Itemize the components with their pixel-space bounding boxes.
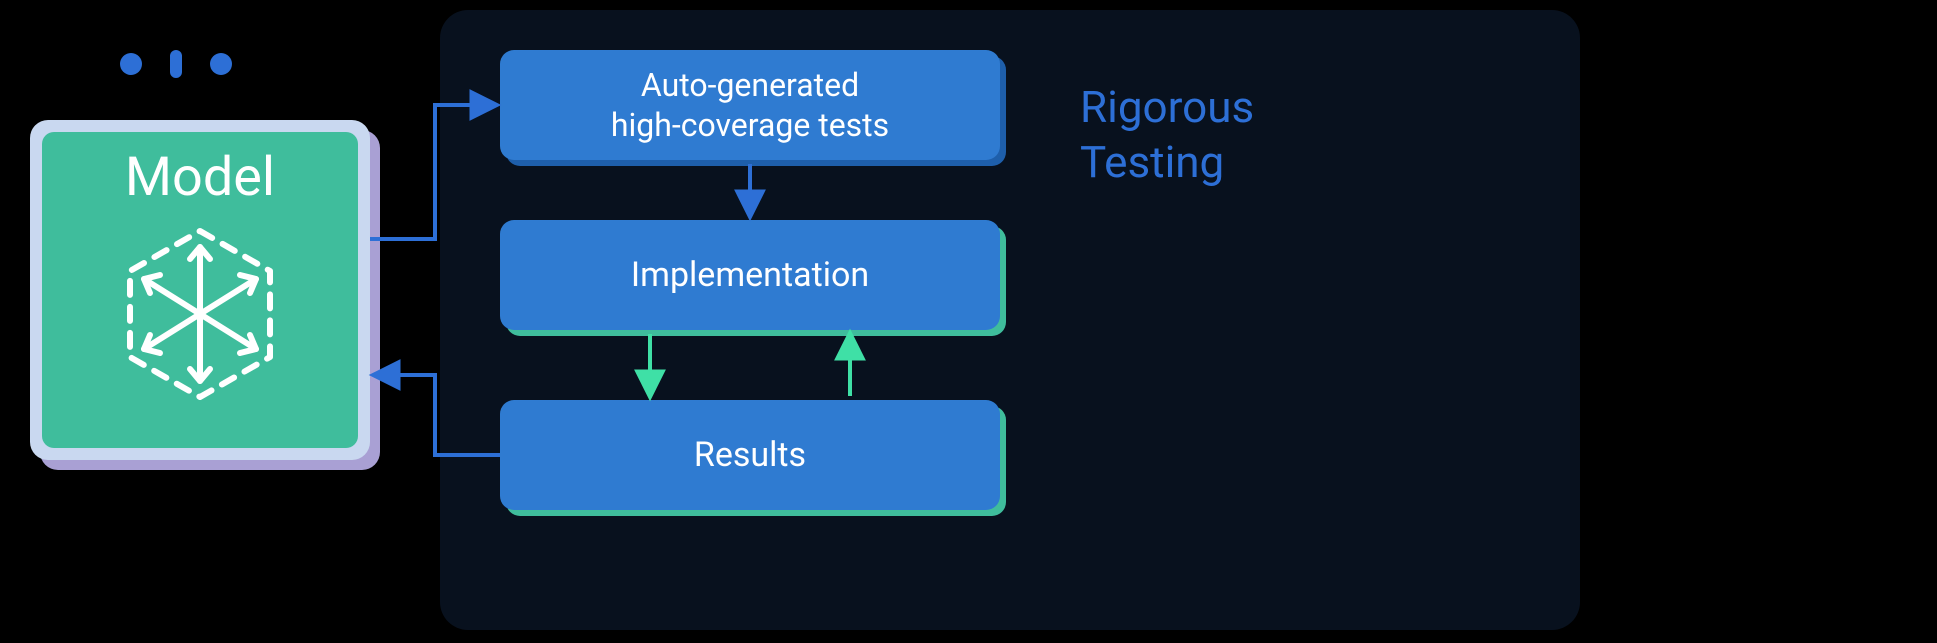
diagram-canvas: RigorousTesting Model bbox=[0, 0, 1937, 643]
connectors bbox=[0, 0, 1937, 643]
